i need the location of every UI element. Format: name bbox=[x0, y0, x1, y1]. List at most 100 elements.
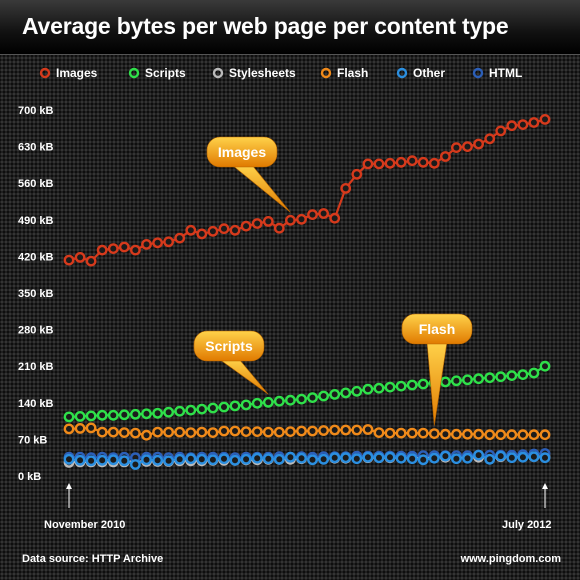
data-point bbox=[450, 375, 462, 387]
data-point bbox=[296, 452, 307, 464]
data-point bbox=[373, 452, 385, 464]
data-point bbox=[240, 426, 252, 437]
data-point bbox=[528, 429, 540, 441]
data-point bbox=[63, 254, 75, 266]
data-point bbox=[428, 157, 440, 169]
data-point bbox=[495, 125, 507, 137]
legend-item-flash: Flash bbox=[320, 66, 368, 80]
legend-label: HTML bbox=[489, 66, 522, 80]
data-point bbox=[185, 224, 197, 236]
data-point bbox=[484, 133, 496, 145]
legend-item-stylesheets: Stylesheets bbox=[212, 66, 296, 80]
data-point bbox=[384, 427, 396, 439]
data-point bbox=[163, 406, 175, 418]
data-point bbox=[539, 452, 551, 464]
y-axis: 0 kB 70 kB 140 kB 210 kB 280 kB 350 kB 420 kB 4… bbox=[18, 105, 54, 483]
data-point bbox=[473, 373, 484, 385]
data-point bbox=[318, 453, 329, 465]
data-point bbox=[63, 453, 75, 465]
data-point bbox=[251, 218, 263, 229]
data-point bbox=[273, 426, 285, 438]
series-line bbox=[68, 118, 546, 263]
y-tick-label: 490 kB bbox=[18, 215, 54, 227]
y-tick-label: 630 kB bbox=[18, 142, 54, 154]
data-point bbox=[340, 452, 352, 464]
data-point bbox=[484, 372, 496, 384]
data-point bbox=[240, 220, 252, 232]
data-point bbox=[528, 117, 540, 128]
data-point bbox=[96, 454, 108, 466]
data-point bbox=[517, 451, 529, 463]
data-point bbox=[196, 403, 208, 415]
data-point bbox=[318, 390, 329, 402]
y-tick-label: 70 kB bbox=[18, 434, 47, 446]
data-point bbox=[329, 388, 341, 400]
chart-title: Average bytes per web page per content t… bbox=[22, 13, 509, 39]
data-point bbox=[85, 455, 97, 467]
data-point bbox=[539, 114, 551, 125]
legend-label: Scripts bbox=[145, 66, 186, 80]
data-point bbox=[152, 407, 164, 419]
data-point bbox=[96, 409, 108, 421]
data-point bbox=[163, 426, 175, 438]
data-point bbox=[307, 425, 318, 437]
data-point bbox=[63, 411, 75, 423]
data-point bbox=[473, 449, 484, 461]
x-tick-label-start: November 2010 bbox=[44, 519, 125, 531]
data-point bbox=[218, 401, 230, 413]
data-point bbox=[329, 424, 341, 436]
data-point bbox=[484, 453, 496, 465]
data-point bbox=[141, 429, 152, 441]
data-point bbox=[417, 156, 429, 168]
y-tick-label: 0 kB bbox=[18, 471, 41, 483]
data-point bbox=[229, 224, 241, 236]
data-point bbox=[273, 222, 285, 234]
y-tick-label: 420 kB bbox=[18, 251, 54, 263]
data-point bbox=[362, 451, 374, 463]
legend-marker bbox=[396, 67, 408, 79]
data-point bbox=[406, 427, 418, 439]
data-point bbox=[152, 237, 164, 249]
data-point bbox=[63, 423, 75, 435]
data-point bbox=[373, 158, 385, 170]
data-point bbox=[395, 156, 407, 168]
data-point bbox=[96, 426, 108, 438]
legend-marker bbox=[212, 67, 224, 79]
data-point bbox=[185, 427, 197, 438]
data-point bbox=[307, 392, 318, 403]
data-point bbox=[428, 428, 440, 439]
data-point bbox=[273, 453, 285, 465]
data-point bbox=[495, 371, 507, 383]
legend-marker bbox=[320, 67, 332, 79]
data-point bbox=[262, 426, 274, 438]
data-point bbox=[174, 426, 186, 438]
series-other bbox=[63, 449, 551, 470]
y-tick-label: 280 kB bbox=[18, 325, 54, 337]
data-point bbox=[406, 155, 418, 167]
data-point bbox=[207, 402, 219, 414]
data-point bbox=[307, 454, 318, 466]
data-point bbox=[384, 157, 396, 169]
data-point bbox=[450, 428, 462, 440]
data-point bbox=[462, 452, 473, 464]
data-point bbox=[129, 408, 141, 420]
data-point bbox=[296, 425, 307, 437]
data-point bbox=[129, 244, 141, 256]
legend: Images Scripts Stylesheets Flash Other HTML bbox=[39, 66, 522, 80]
data-point bbox=[207, 225, 219, 237]
series-scripts bbox=[63, 360, 551, 423]
data-point bbox=[406, 453, 418, 465]
legend-item-scripts: Scripts bbox=[128, 66, 186, 80]
series-flash bbox=[63, 422, 551, 441]
data-point bbox=[174, 232, 186, 244]
callout-label: Images bbox=[218, 144, 266, 160]
y-tick-label: 140 kB bbox=[18, 398, 54, 410]
data-point bbox=[318, 208, 329, 219]
data-point bbox=[262, 396, 274, 408]
callouts: Images Scripts Flash bbox=[193, 136, 473, 426]
x-tick-label-end: July 2012 bbox=[502, 519, 552, 531]
data-point bbox=[428, 452, 440, 464]
data-point bbox=[528, 451, 540, 463]
